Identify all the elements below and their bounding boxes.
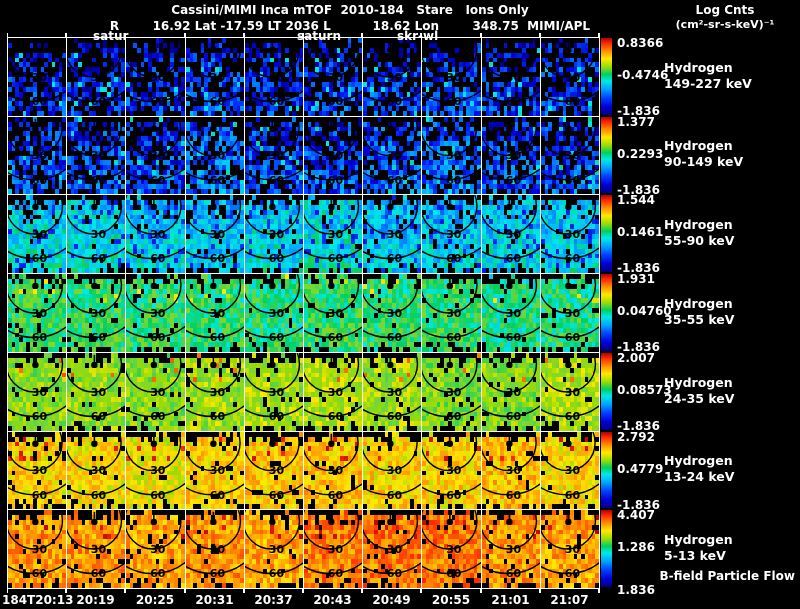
species-name-row-5: Hydrogen xyxy=(664,453,733,468)
colorbar-min-label-row-0: -1.836 xyxy=(617,104,660,118)
colorbar-min-label-row-1: -1.836 xyxy=(617,183,660,197)
colorbar-row-4 xyxy=(601,353,612,430)
colorbar-mid-label-row-2: 0.1461 xyxy=(617,225,664,239)
colorbar-max-label-row-5: 2.792 xyxy=(617,430,655,444)
colorbar-row-1 xyxy=(601,117,612,193)
colorbar-max-label-row-4: 2.007 xyxy=(617,351,655,365)
colorbar-mid-label-row-4: 0.08573 xyxy=(617,383,672,397)
bfield-particle-flow-label: B-field Particle Flow xyxy=(659,569,795,583)
colorbar-row-6 xyxy=(601,510,612,587)
colorbar-max-label-row-3: 1.931 xyxy=(617,272,655,286)
colorbar-min-label-row-2: -1.836 xyxy=(617,261,660,275)
species-name-row-6: Hydrogen xyxy=(664,532,733,547)
energy-range-row-3: 35-55 keV xyxy=(664,312,735,327)
species-name-row-2: Hydrogen xyxy=(664,217,733,232)
colorbar-row-0 xyxy=(601,38,612,115)
species-name-row-3: Hydrogen xyxy=(664,296,733,311)
energy-range-row-6: 5-13 keV xyxy=(664,548,726,563)
time-axis-label-2: 20:25 xyxy=(135,593,175,607)
colorbar-min-label-row-4: -1.836 xyxy=(617,419,660,433)
colorbar-mid-label-row-1: 0.2293 xyxy=(617,147,664,161)
colorbar-row-3 xyxy=(601,274,612,351)
time-axis-label-5: 20:43 xyxy=(313,593,352,607)
energy-range-row-1: 90-149 keV xyxy=(664,154,744,169)
time-axis-label-7: 20:55 xyxy=(431,593,471,607)
colorbar-mid-label-row-0: -0.4746 xyxy=(617,68,669,82)
annotation-saturn: saturn xyxy=(297,29,341,43)
species-label-row-0: Hydrogen 149-227 keV xyxy=(664,60,752,92)
energy-range-row-2: 55-90 keV xyxy=(664,233,735,248)
colorbar-units-title: Log Cnts xyxy=(695,3,755,17)
colorbar-min-label-row-3: -1.836 xyxy=(617,340,660,354)
species-label-row-5: Hydrogen 13-24 keV xyxy=(664,453,734,485)
annotation-satur: satur xyxy=(93,29,129,43)
energy-range-row-0: 149-227 keV xyxy=(664,76,752,91)
colorbar-row-5 xyxy=(601,432,612,508)
heatmap-panel-grid xyxy=(7,33,601,594)
annotation-skr-wl: skr-wl xyxy=(397,29,439,43)
colorbar-max-label-row-6: 4.407 xyxy=(617,508,655,522)
time-axis-label-3: 20:31 xyxy=(195,593,234,607)
time-axis-label-8: 21:01 xyxy=(491,593,530,607)
colorbar-min-label-row-6: 1.836 xyxy=(617,583,655,597)
colorbar-mid-label-row-5: 0.4779 xyxy=(617,462,664,476)
colorbar-max-label-row-2: 1.544 xyxy=(617,193,655,207)
time-axis-label-9: 21:07 xyxy=(550,593,589,607)
plot-title: Cassini/MIMI Inca mTOF 2010-184 Stare Io… xyxy=(171,3,529,17)
species-label-row-4: Hydrogen 24-35 keV xyxy=(664,375,734,407)
species-name-row-4: Hydrogen xyxy=(664,375,733,390)
colorbar-mid-label-row-3: 0.04760 xyxy=(617,304,672,318)
ephemeris-info-line: R 16.92 Lat -17.59 LT 2036 L 18.62 Lon 3… xyxy=(109,19,591,33)
species-label-row-3: Hydrogen 35-55 keV xyxy=(664,296,734,328)
species-label-row-6: Hydrogen 5-13 keV xyxy=(664,532,733,564)
colorbar-mid-label-row-6: 1.286 xyxy=(617,540,655,554)
species-name-row-1: Hydrogen xyxy=(664,138,733,153)
colorbar-max-label-row-0: 0.8366 xyxy=(617,36,664,50)
energy-range-row-4: 24-35 keV xyxy=(664,391,735,406)
time-axis-label-6: 20:49 xyxy=(372,593,411,607)
species-label-row-2: Hydrogen 55-90 keV xyxy=(664,217,734,249)
time-axis-label-0: 184T20:13 xyxy=(2,593,74,607)
time-axis-label-1: 20:19 xyxy=(76,593,115,607)
colorbar-units-formula: (cm²-sr-s-keV)⁻¹ xyxy=(675,18,775,31)
species-name-row-0: Hydrogen xyxy=(664,60,733,75)
time-axis-label-4: 20:37 xyxy=(254,593,293,607)
colorbar-max-label-row-1: 1.377 xyxy=(617,115,655,129)
colorbar-row-2 xyxy=(601,195,612,272)
energy-range-row-5: 13-24 keV xyxy=(664,469,735,484)
colorbar-min-label-row-5: -1.836 xyxy=(617,498,660,512)
species-label-row-1: Hydrogen 90-149 keV xyxy=(664,138,743,170)
